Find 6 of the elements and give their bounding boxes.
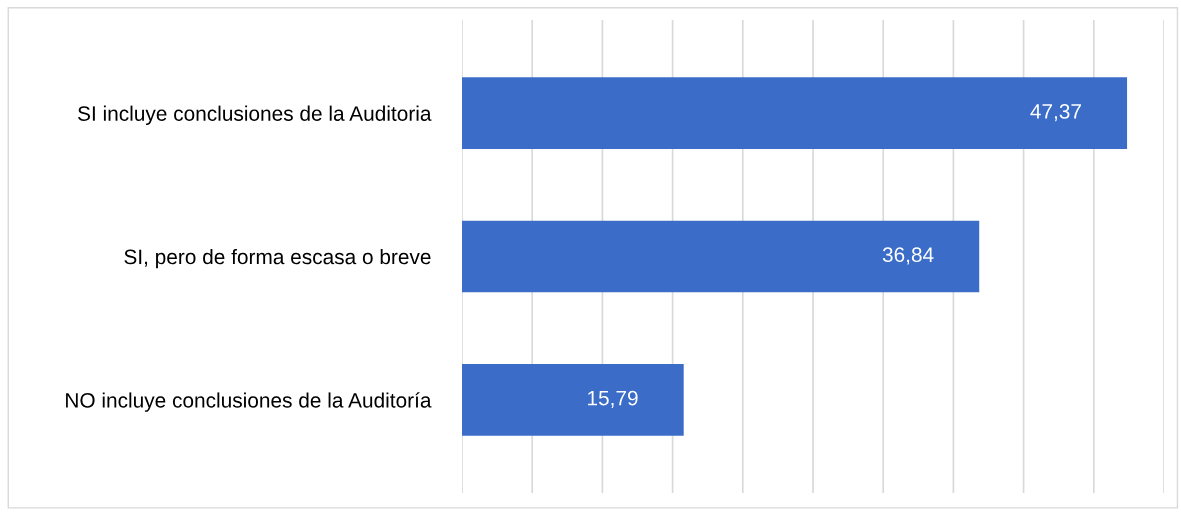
data-label: 36,84 bbox=[882, 247, 934, 265]
y-tick-label: SI incluye conclusiones de la Auditoria bbox=[78, 105, 432, 126]
y-tick-label: SI, pero de forma escasa o breve bbox=[124, 248, 431, 269]
data-label: 15,79 bbox=[588, 390, 638, 408]
data-label: 47,37 bbox=[1030, 104, 1081, 122]
y-tick-label: NO incluye conclusiones de la Auditoría bbox=[66, 392, 432, 412]
